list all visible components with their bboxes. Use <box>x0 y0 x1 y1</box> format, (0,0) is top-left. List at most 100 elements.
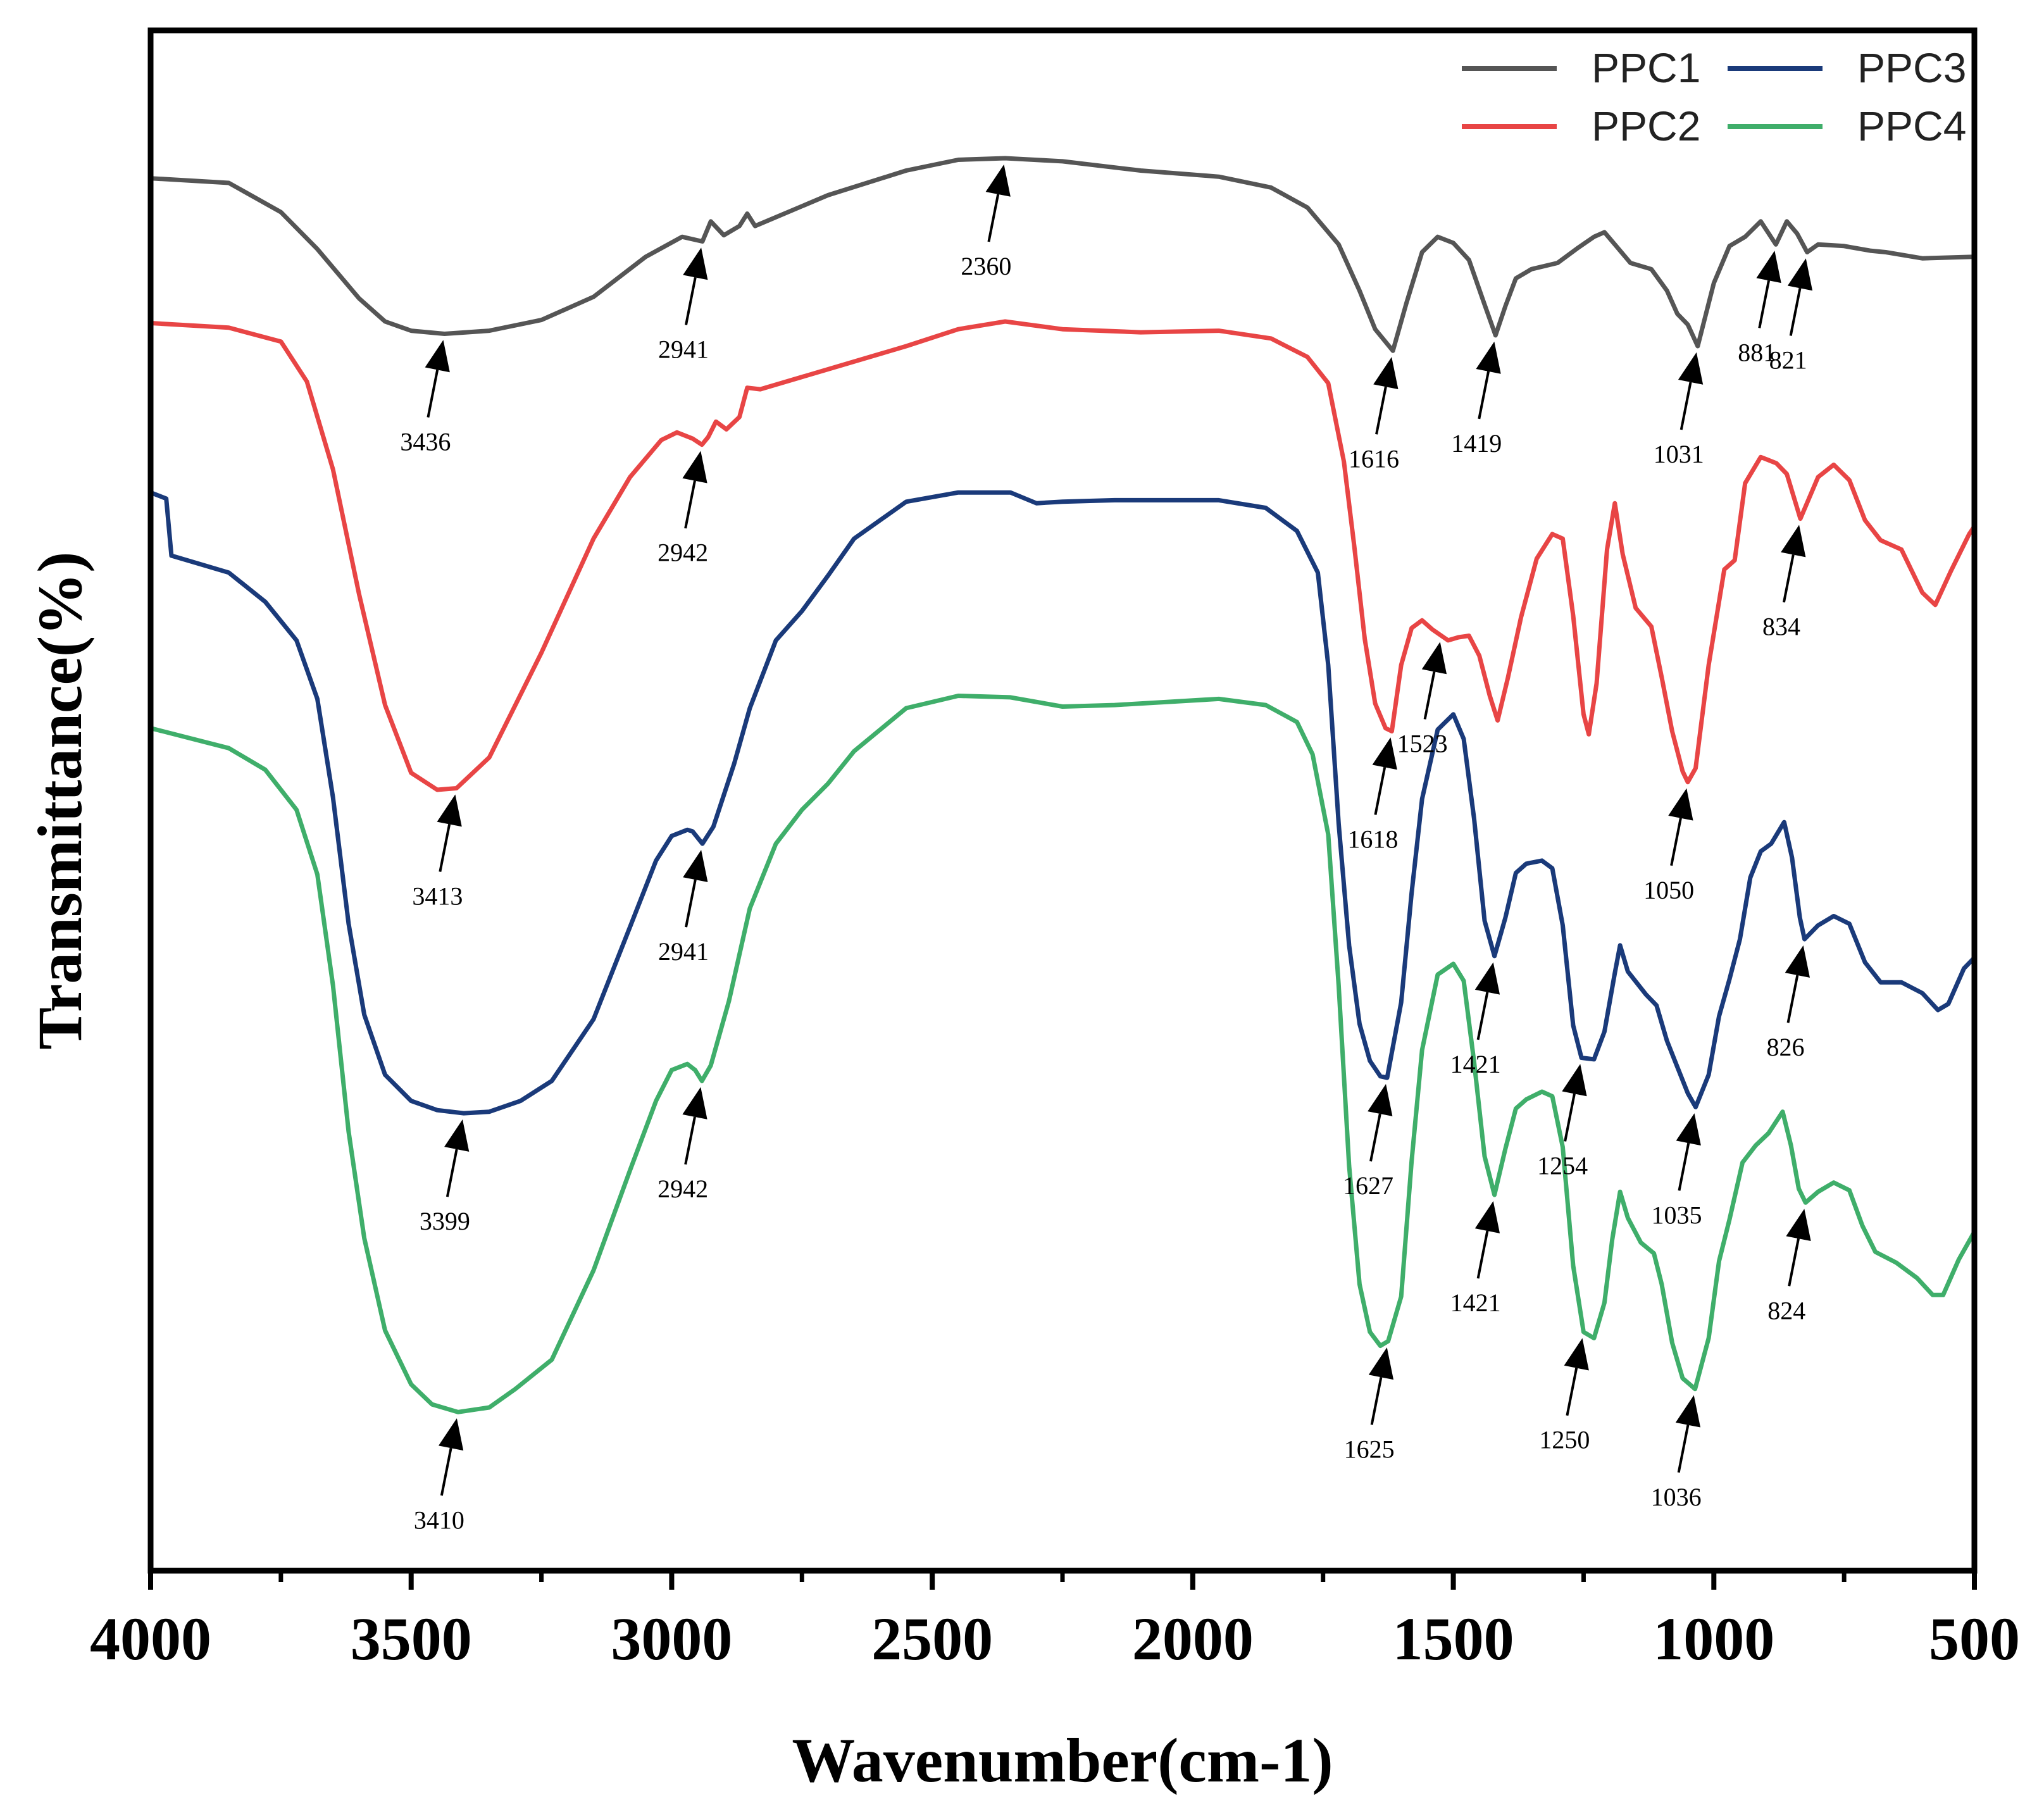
peak-annotation-ppc2-3413: 3413 <box>412 794 463 911</box>
legend-item-ppc4: PPC4 <box>1728 103 1966 149</box>
peak-arrow-head <box>1564 1338 1589 1371</box>
peak-arrow-line <box>1423 671 1436 720</box>
peak-arrow-head <box>1421 642 1447 675</box>
peak-label: 1523 <box>1397 729 1448 758</box>
series-line-ppc2 <box>150 319 1976 792</box>
peak-annotation-ppc2-1523: 1523 <box>1397 642 1448 758</box>
peak-arrow-head <box>1675 1395 1701 1428</box>
peak-arrow-head <box>682 1087 707 1120</box>
peak-label: 1625 <box>1344 1435 1395 1463</box>
x-tick-label-500: 500 <box>1929 1605 2020 1673</box>
peak-arrow-head <box>1676 1113 1701 1146</box>
peak-label: 1035 <box>1651 1201 1702 1229</box>
x-tick-label-1500: 1500 <box>1393 1605 1514 1673</box>
peak-label: 3436 <box>400 427 451 456</box>
peak-arrow-line <box>1375 386 1387 435</box>
peak-label: 1627 <box>1343 1171 1393 1200</box>
peak-label: 2941 <box>658 937 709 966</box>
peak-annotation-ppc4-1036: 1036 <box>1651 1395 1702 1511</box>
peak-arrow-head <box>444 1119 470 1152</box>
peak-arrow-line <box>1369 1113 1381 1162</box>
peak-arrow-line <box>1677 1425 1690 1473</box>
peak-arrow-head <box>1562 1064 1587 1097</box>
peak-arrow-line <box>1788 1238 1800 1287</box>
peak-label: 1421 <box>1450 1288 1501 1317</box>
peak-label: 2942 <box>657 539 708 567</box>
peak-annotation-ppc4-3410: 3410 <box>414 1418 464 1534</box>
peak-arrow-head <box>1368 1083 1393 1116</box>
peak-annotation-ppc4-2942: 2942 <box>657 1087 708 1203</box>
peak-arrow-head <box>1785 945 1810 978</box>
series-line-ppc1 <box>150 156 1975 353</box>
peak-annotation-ppc1-1419: 1419 <box>1451 341 1502 458</box>
legend-item-ppc3: PPC3 <box>1728 44 1966 91</box>
peak-annotation-ppc3-1254: 1254 <box>1537 1064 1588 1180</box>
peak-label: 1421 <box>1450 1050 1501 1078</box>
peak-arrow-head <box>683 247 708 280</box>
peak-annotation-ppc3-1035: 1035 <box>1651 1113 1702 1229</box>
legend-item-ppc1: PPC1 <box>1462 44 1700 91</box>
peak-label: 1031 <box>1654 440 1704 468</box>
peak-arrow-line <box>1564 1093 1576 1142</box>
peak-arrow-line <box>684 1116 696 1165</box>
peak-arrow-head <box>1474 962 1500 995</box>
x-axis: 4000 3500 3000 2500 2000 1500 1000 500 <box>90 1571 2020 1673</box>
peak-annotation-ppc3-2941: 2941 <box>658 849 709 966</box>
y-axis-title: Transmittance(%) <box>25 552 95 1050</box>
peak-label: 826 <box>1767 1033 1805 1061</box>
legend-label: PPC3 <box>1857 44 1966 91</box>
peak-label: 821 <box>1769 346 1807 374</box>
peak-annotation-ppc1-1031: 1031 <box>1654 352 1704 468</box>
peak-label: 881 <box>1738 338 1776 366</box>
peak-label: 824 <box>1767 1296 1805 1325</box>
peak-label: 1616 <box>1349 444 1399 473</box>
series-line-ppc3 <box>149 490 1976 1116</box>
peak-annotation-ppc2-2942: 2942 <box>657 451 708 567</box>
peak-label: 2360 <box>961 252 1011 280</box>
peak-arrow-head <box>1678 352 1704 385</box>
peak-annotation-ppc3-1627: 1627 <box>1343 1083 1393 1200</box>
peak-annotation-ppc3-3399: 3399 <box>420 1119 470 1235</box>
peak-arrow-head <box>683 849 708 882</box>
x-axis-title: Wavenumber(cm-1) <box>792 1725 1333 1795</box>
peak-annotation-ppc4-1625: 1625 <box>1344 1347 1395 1463</box>
peak-annotation-ppc4-1421: 1421 <box>1450 1201 1501 1317</box>
peak-label: 3413 <box>412 882 463 911</box>
series-line-ppc4 <box>150 694 1977 1414</box>
peak-label: 1419 <box>1451 429 1502 458</box>
peak-arrow-line <box>1679 382 1692 430</box>
peak-label: 1254 <box>1537 1151 1588 1180</box>
peak-arrow-head <box>1476 341 1501 374</box>
peak-label: 1050 <box>1643 876 1694 904</box>
peak-annotation-ppc3-826: 826 <box>1767 945 1810 1061</box>
legend-item-ppc2: PPC2 <box>1462 103 1700 149</box>
peak-arrow-line <box>1670 818 1682 866</box>
peak-arrow-line <box>1476 1230 1489 1279</box>
peak-arrow-line <box>1566 1368 1578 1416</box>
peak-arrow-head <box>1474 1201 1500 1233</box>
peak-label: 1036 <box>1651 1483 1702 1511</box>
peak-label: 834 <box>1762 613 1800 641</box>
peak-arrow-line <box>684 480 696 529</box>
peak-annotation-ppc1-821: 821 <box>1769 258 1813 374</box>
x-tick-label-2000: 2000 <box>1132 1605 1254 1673</box>
peak-arrow-head <box>985 164 1011 197</box>
peak-arrow-line <box>1678 1142 1690 1191</box>
peak-arrow-line <box>1786 975 1799 1023</box>
peak-arrow-line <box>446 1149 458 1197</box>
peak-annotation-ppc4-1250: 1250 <box>1539 1338 1590 1454</box>
peak-arrow-line <box>427 370 439 418</box>
peak-arrow-line <box>1476 992 1489 1040</box>
legend-label: PPC2 <box>1592 103 1700 149</box>
peak-annotation-ppc1-3436: 3436 <box>400 340 451 456</box>
peak-arrow-head <box>1368 1347 1394 1380</box>
peak-label: 3399 <box>420 1207 470 1235</box>
peak-arrow-head <box>1373 357 1399 390</box>
legend: PPC1 PPC3 PPC2 PPC4 <box>1462 44 1966 149</box>
peak-label: 2941 <box>658 335 709 363</box>
peak-label: 2942 <box>657 1175 708 1203</box>
peak-arrow-line <box>1370 1376 1383 1425</box>
